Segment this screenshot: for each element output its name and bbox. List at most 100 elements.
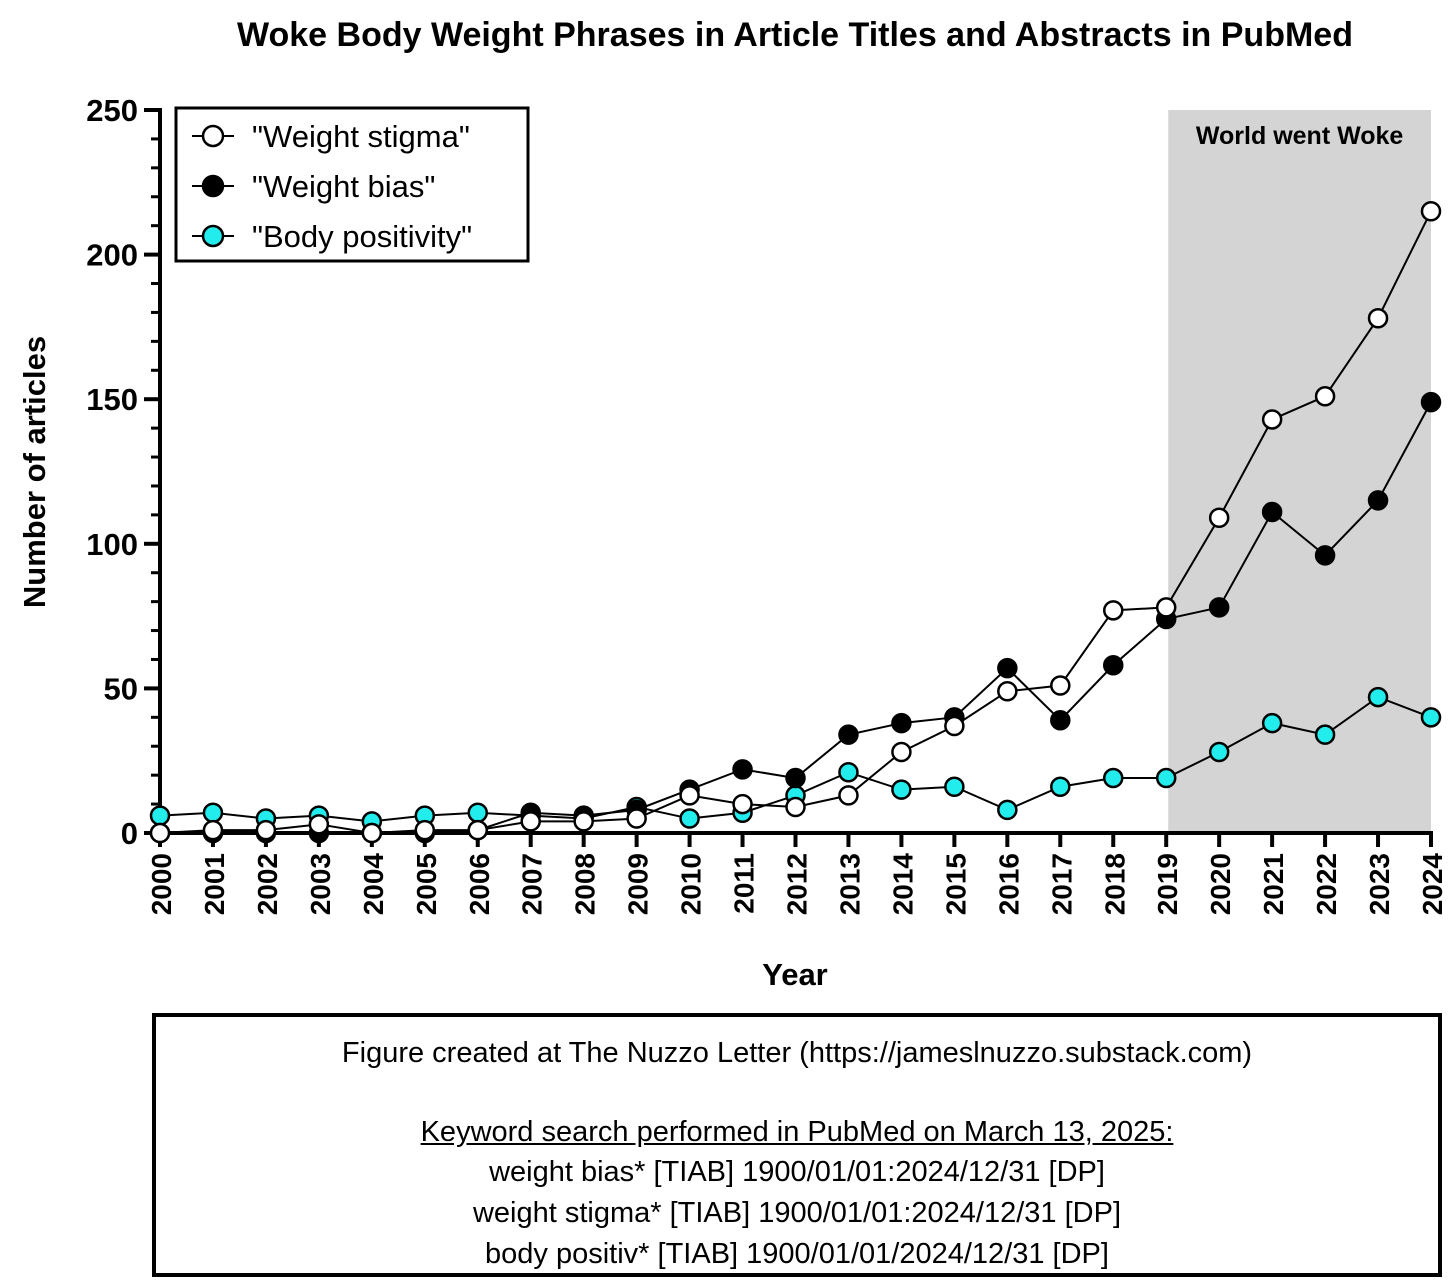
y-axis-label: Number of articles bbox=[17, 336, 52, 608]
shaded-region-rect bbox=[1168, 110, 1431, 833]
legend-marker bbox=[201, 224, 225, 248]
credit-text: Figure created at The Nuzzo Letter (http… bbox=[341, 1037, 1253, 1069]
data-point bbox=[1208, 597, 1230, 618]
y-tick-label: 50 bbox=[104, 671, 138, 706]
legend: "Weight stigma" "Weight bias" "Body positi… bbox=[174, 106, 530, 263]
data-point bbox=[891, 741, 912, 763]
search-heading: Keyword search performed in PubMed on Ma… bbox=[420, 1116, 1174, 1148]
query-body-positivity: body positiv* [TIAB] 1900/01/01/2024/12/… bbox=[485, 1238, 1109, 1270]
query-weight-stigma: weight stigma* [TIAB] 1900/01/01:2024/12… bbox=[472, 1197, 1122, 1229]
data-point bbox=[679, 785, 700, 806]
data-point bbox=[520, 811, 541, 832]
data-point bbox=[1261, 712, 1283, 734]
data-point bbox=[1103, 600, 1124, 621]
y-tick-label: 200 bbox=[86, 238, 138, 273]
x-tick-label: 2024 bbox=[1417, 853, 1448, 916]
data-point bbox=[467, 819, 488, 841]
data-point bbox=[997, 657, 1018, 679]
x-tick-label: 2023 bbox=[1364, 853, 1395, 915]
x-tick-label: 2012 bbox=[782, 853, 813, 915]
data-point bbox=[1367, 686, 1389, 708]
line-chart: Woke Body Weight Phrases in Article Titl… bbox=[17, 16, 1448, 992]
data-point bbox=[1208, 507, 1230, 529]
data-point bbox=[149, 822, 171, 844]
data-point bbox=[891, 712, 912, 734]
x-tick-label: 2009 bbox=[623, 853, 654, 915]
data-point bbox=[1314, 386, 1336, 407]
data-point bbox=[626, 808, 647, 829]
x-tick-label: 2017 bbox=[1046, 853, 1077, 915]
x-tick-label: 2011 bbox=[729, 853, 760, 914]
query-weight-bias: weight bias* [TIAB] 1900/01/01:2024/12/3… bbox=[489, 1156, 1105, 1188]
x-tick-label: 2001 bbox=[199, 853, 230, 915]
data-point bbox=[467, 802, 488, 824]
legend-label: "Weight bias" bbox=[252, 169, 435, 204]
x-tick-label: 2003 bbox=[305, 853, 336, 915]
legend-box bbox=[174, 106, 530, 263]
series-layer bbox=[149, 200, 1442, 844]
data-point bbox=[785, 767, 806, 789]
data-point bbox=[1103, 767, 1124, 789]
data-point bbox=[1420, 391, 1442, 413]
chart-title: Woke Body Weight Phrases in Article Titl… bbox=[237, 16, 1353, 54]
x-tick-label: 2014 bbox=[887, 853, 918, 916]
data-point bbox=[1208, 741, 1230, 763]
x-tick-label: 2008 bbox=[570, 853, 601, 915]
x-tick-label: 2005 bbox=[411, 853, 442, 915]
data-point bbox=[308, 814, 330, 835]
data-point bbox=[1050, 776, 1071, 797]
data-point bbox=[361, 822, 383, 844]
data-point bbox=[1367, 490, 1389, 511]
data-point bbox=[1420, 200, 1442, 222]
data-point bbox=[573, 811, 594, 832]
data-point bbox=[997, 799, 1018, 821]
data-point bbox=[1050, 675, 1071, 696]
x-tick-label: 2007 bbox=[517, 853, 548, 915]
x-tick-label: 2019 bbox=[1152, 853, 1183, 915]
data-point bbox=[1367, 307, 1389, 329]
data-point bbox=[1314, 545, 1336, 566]
data-point bbox=[1261, 409, 1283, 430]
legend-marker bbox=[201, 124, 225, 148]
axes: 0 50 100 150 200 250 2000 2001 2002 2003 2004 2005 2… bbox=[86, 93, 1448, 915]
data-point bbox=[255, 819, 277, 841]
x-tick-label: 2021 bbox=[1258, 853, 1289, 915]
y-tick-label: 250 bbox=[86, 93, 138, 128]
data-point bbox=[202, 802, 224, 824]
x-tick-label: 2006 bbox=[464, 853, 495, 915]
data-point bbox=[997, 681, 1018, 702]
legend-marker bbox=[201, 174, 225, 198]
x-tick-label: 2002 bbox=[252, 853, 283, 915]
data-point bbox=[1103, 655, 1124, 676]
data-point bbox=[149, 805, 171, 826]
data-point bbox=[732, 793, 753, 815]
data-point bbox=[838, 785, 859, 806]
legend-label: "Body positivity" bbox=[252, 219, 472, 254]
x-tick-label: 2000 bbox=[146, 853, 177, 915]
data-point bbox=[838, 762, 859, 783]
data-point bbox=[944, 776, 965, 797]
shaded-region-label: World went Woke bbox=[1196, 122, 1404, 150]
data-point bbox=[1155, 597, 1177, 618]
notes-box: Figure created at The Nuzzo Letter (http… bbox=[152, 1013, 1442, 1277]
data-point bbox=[891, 779, 912, 800]
data-point bbox=[1050, 709, 1071, 731]
x-tick-label: 2022 bbox=[1311, 853, 1342, 915]
data-point bbox=[1155, 767, 1177, 789]
data-point bbox=[732, 759, 753, 780]
shaded-region: World went Woke bbox=[1168, 110, 1431, 833]
y-tick-label: 100 bbox=[86, 527, 138, 562]
data-point bbox=[838, 724, 859, 745]
y-tick-label: 150 bbox=[86, 382, 138, 417]
data-point bbox=[785, 796, 806, 818]
x-tick-label: 2004 bbox=[358, 853, 389, 916]
data-point bbox=[414, 819, 436, 841]
data-point bbox=[944, 715, 965, 737]
x-tick-label: 2013 bbox=[834, 853, 865, 915]
data-point bbox=[1420, 707, 1442, 728]
x-tick-label: 2010 bbox=[676, 853, 707, 915]
data-point bbox=[1261, 501, 1283, 523]
series-weight-stigma bbox=[149, 200, 1442, 844]
x-tick-label: 2016 bbox=[993, 853, 1024, 915]
x-tick-label: 2018 bbox=[1099, 853, 1130, 915]
